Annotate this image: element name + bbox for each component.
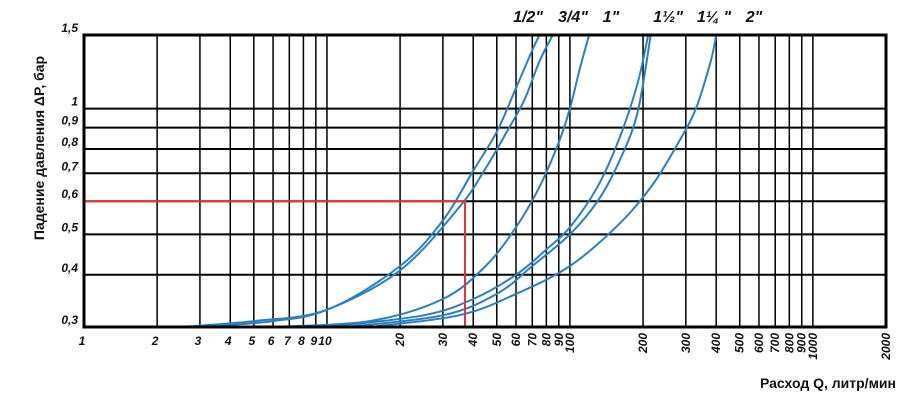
y-tick-label: 1,5 [61, 21, 78, 35]
x-tick-label: 20 [393, 333, 407, 348]
y-tick-label: 0,7 [61, 159, 79, 173]
x-tick-label: 500 [733, 333, 747, 353]
x-tick-label: 100 [563, 333, 577, 353]
series-label: 1" [603, 9, 620, 26]
series-line-5 [369, 34, 718, 328]
y-tick-label: 0,6 [61, 187, 78, 201]
y-tick-labels: 0,3 0,4 0,5 0,6 0,7 0,8 0,9 1 1,5 [61, 21, 79, 327]
y-tick-label: 0,5 [61, 220, 78, 234]
series-label: 1½" [653, 9, 683, 26]
series-line-2 [273, 34, 591, 328]
x-tick-label: 80 [539, 333, 553, 347]
marker-group [84, 200, 466, 327]
x-tick-label: 700 [768, 333, 782, 353]
series-line-1 [199, 34, 554, 328]
y-tick-label: 0,4 [61, 261, 78, 275]
x-tick-label: 2000 [879, 333, 893, 361]
y-tick-label: 0,8 [61, 135, 78, 149]
x-tick-label: 4 [224, 334, 232, 348]
series-line-3 [326, 34, 650, 328]
x-tick-label: 9 [310, 334, 317, 348]
x-tick-label: 200 [636, 333, 650, 354]
x-axis-title: Расход Q, литр/мин [760, 375, 896, 391]
x-tick-label: 50 [490, 333, 504, 347]
x-tick-label: 1 [79, 334, 86, 348]
x-tick-label: 30 [436, 333, 450, 347]
x-tick-label: 1000 [806, 333, 820, 360]
y-tick-label: 1 [71, 95, 78, 109]
x-tick-label: 600 [752, 333, 766, 353]
x-tick-label: 400 [709, 333, 723, 354]
x-tick-label: 70 [525, 333, 539, 347]
marker-line-0 [84, 200, 466, 327]
x-tick-label: 5 [248, 334, 255, 348]
x-tick-label: 7 [284, 334, 292, 348]
series-group [180, 34, 718, 328]
x-tick-label: 3 [195, 334, 202, 348]
x-tick-label: 2 [151, 334, 159, 348]
y-tick-label: 0,3 [61, 313, 78, 327]
series-label: 1/2" [513, 9, 543, 26]
x-tick-label: 10 [318, 334, 332, 348]
x-tick-label: 90 [552, 333, 566, 347]
x-tick-label: 60 [509, 333, 523, 347]
series-line-0 [180, 34, 541, 328]
x-tick-label: 8 [298, 334, 305, 348]
x-tick-label: 40 [466, 333, 480, 348]
x-tick-label: 800 [782, 333, 796, 353]
plot-frame [82, 33, 888, 329]
x-tick-label: 900 [795, 333, 809, 353]
series-label: 3/4" [558, 9, 588, 26]
grid [83, 34, 887, 328]
series-label: 2" [745, 9, 763, 26]
series-labels: 1/2" 3/4" 1" 1½" 1¼ " 2" [513, 9, 763, 26]
y-axis-title: Падение давления ΔР, бар [31, 56, 47, 240]
x-tick-label: 300 [679, 333, 693, 353]
y-tick-label: 0,9 [61, 114, 78, 128]
x-tick-label: 6 [268, 334, 275, 348]
series-line-4 [346, 34, 652, 328]
series-label: 1¼ " [697, 9, 732, 26]
